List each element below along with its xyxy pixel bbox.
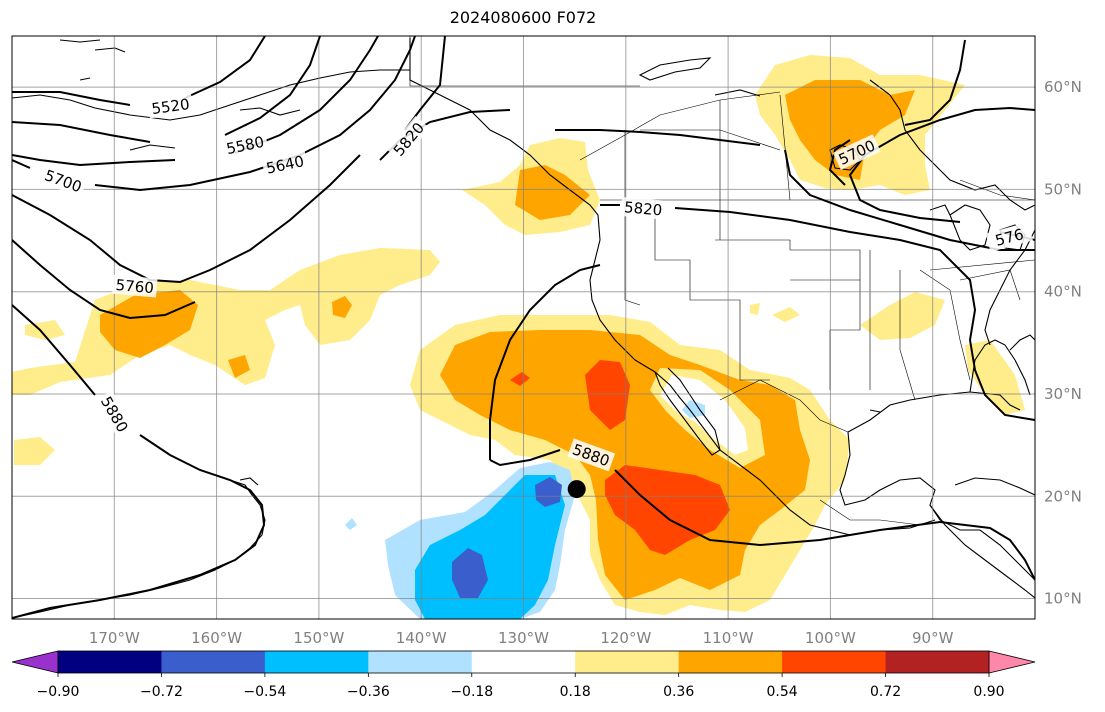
- shade-pacific-band: [12, 248, 440, 395]
- colorbar: −0.90 −0.72 −0.54 −0.36 −0.18 0.18 0.36 0.54 0.7…: [11, 650, 1036, 700]
- shade-small-yellow-west: [14, 437, 55, 465]
- colorbar-label-4: −0.18: [450, 684, 493, 700]
- map-frame: [11, 35, 1036, 620]
- lon-tick-label-8: 90°W: [912, 629, 954, 647]
- shade-blue-dark-2: [535, 477, 562, 507]
- contour-5700: [12, 36, 416, 192]
- shade-small-orange-2: [228, 355, 250, 378]
- contour-label-text-1: 5580: [225, 133, 266, 159]
- colorbar-label-6: 0.36: [663, 684, 694, 700]
- lon-tick-label-2: 150°W: [293, 629, 344, 647]
- shade-blue-mid: [415, 475, 565, 619]
- contour-label-text-7: 5880: [97, 393, 132, 435]
- lon-tick-label-5: 120°W: [600, 629, 651, 647]
- colorbar-swatch-0: [58, 651, 162, 673]
- colorbar-label-9: 0.90: [973, 684, 1004, 700]
- colorbar-label-7: 0.54: [767, 684, 798, 700]
- lat-tick-label-4: 50°N: [1044, 180, 1082, 198]
- shade-ohio-yellow: [860, 292, 945, 340]
- contour-label-2: 5640: [261, 150, 309, 179]
- shade-blue-small-1: [345, 518, 357, 530]
- colorbar-label-5: 0.18: [560, 684, 591, 700]
- colorbar-label-1: −0.72: [140, 684, 183, 700]
- lat-tick-label-5: 60°N: [1044, 78, 1082, 96]
- lat-tick-label-1: 20°N: [1044, 487, 1082, 505]
- contour-label-4: 5760: [112, 274, 158, 298]
- colorbar-label-2: −0.54: [243, 684, 286, 700]
- contour-5760-tail: [12, 239, 196, 320]
- contour-5820-east: [600, 204, 1035, 421]
- contour-label-3: 5700: [39, 164, 88, 198]
- colorbar-swatch-8: [885, 651, 990, 673]
- lon-tick-label-3: 140°W: [396, 629, 447, 647]
- shade-hudson-orange: [785, 80, 915, 180]
- contour-label-text-0: 5520: [150, 95, 190, 118]
- colorbar-label-8: 0.72: [870, 684, 901, 700]
- colorbar-swatch-3: [368, 651, 473, 673]
- latitude-ticks: 10°N 20°N 30°N 40°N 50°N 60°N: [1044, 78, 1082, 607]
- contour-label-1: 5580: [221, 131, 269, 159]
- colorbar-swatch-1: [161, 651, 266, 673]
- shade-blue-tiny: [682, 400, 705, 418]
- longitude-ticks: 170°W 160°W 150°W 140°W 130°W 120°W 110°W 100°W…: [89, 629, 954, 647]
- shade-small-orange-1: [332, 296, 352, 318]
- colorbar-swatch-2: [264, 651, 369, 673]
- lon-tick-label-6: 110°W: [703, 629, 754, 647]
- location-marker: [567, 480, 586, 499]
- contour-5580: [12, 36, 321, 143]
- colorbar-swatch-7: [782, 651, 887, 673]
- contour-label-text-3: 5700: [42, 166, 84, 196]
- shade-red-dot: [510, 372, 530, 386]
- contour-label-0: 5520: [147, 93, 194, 119]
- shade-blue-dark-1: [452, 548, 488, 598]
- colorbar-over-arrow: [988, 650, 1036, 674]
- lat-tick-label-0: 10°N: [1044, 590, 1082, 608]
- shade-pacific-orange: [100, 290, 198, 358]
- shade-bc-orange: [515, 165, 590, 220]
- contour-label-7: 5880: [95, 390, 134, 438]
- shade-yellow-dot-1: [772, 307, 800, 322]
- lat-tick-label-2: 30°N: [1044, 385, 1082, 403]
- lon-tick-label-7: 100°W: [805, 629, 856, 647]
- colorbar-under-arrow: [11, 650, 59, 674]
- contour-label-text-2: 5640: [265, 152, 306, 178]
- contour-5640: [12, 36, 379, 167]
- lat-tick-label-3: 40°N: [1044, 283, 1082, 301]
- shade-east-yellow: [965, 340, 1025, 415]
- colorbar-frame: [57, 650, 990, 674]
- map-title: 2024080600 F072: [449, 8, 597, 27]
- contour-label-text-6: 5820: [623, 198, 663, 219]
- colorbar-swatch-6: [678, 651, 783, 673]
- contour-5520: [12, 36, 266, 106]
- contour-label-6: 5820: [620, 196, 666, 220]
- contour-label-text-4: 5760: [115, 276, 155, 297]
- shade-red-lower: [605, 465, 730, 555]
- lon-tick-label-0: 170°W: [89, 629, 140, 647]
- contour-5880: [489, 449, 1035, 581]
- colorbar-label-0: −0.90: [37, 684, 80, 700]
- colorbar-swatch-5: [575, 651, 680, 673]
- contour-label-5: 5820: [387, 116, 430, 162]
- lon-tick-label-4: 130°W: [498, 629, 549, 647]
- gridlines: [12, 36, 1035, 619]
- colorbar-label-3: −0.36: [347, 684, 390, 700]
- colorbar-swatch-4: [471, 651, 576, 673]
- shade-red-upper: [585, 360, 630, 430]
- shade-yellow-dot-2: [750, 303, 760, 315]
- lon-tick-label-1: 160°W: [191, 629, 242, 647]
- contour-5820: [12, 304, 266, 619]
- anomaly-shading: [12, 55, 1025, 619]
